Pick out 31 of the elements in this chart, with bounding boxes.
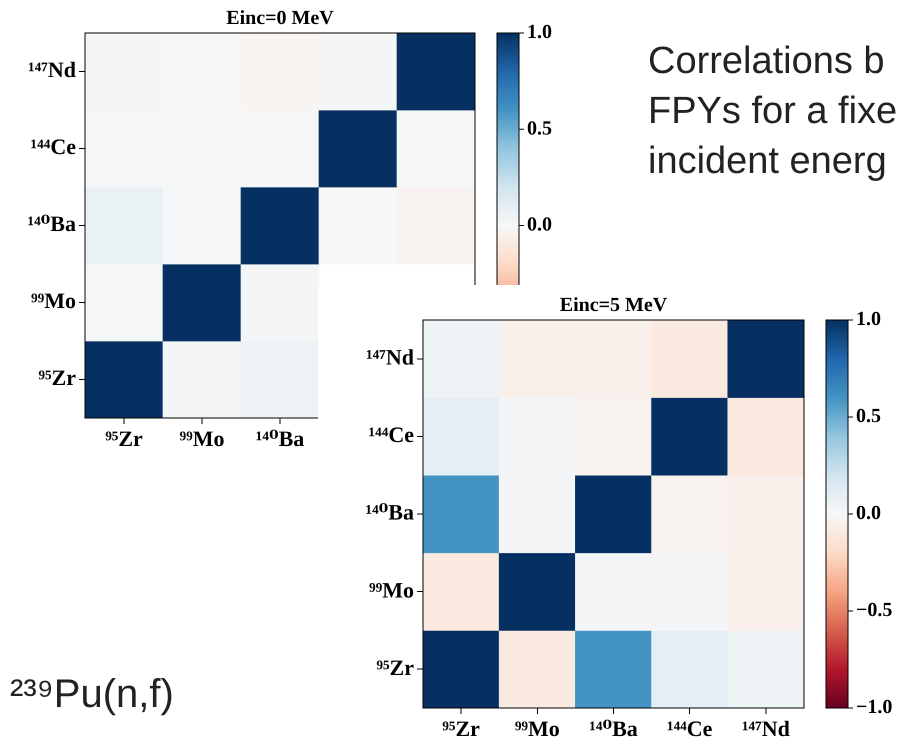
- y-tick-label: ⁹⁵Zr: [38, 365, 76, 390]
- y-tick-label: ¹⁴⁷Nd: [28, 57, 76, 82]
- x-tick-label: ¹⁴⁷Nd: [742, 716, 790, 741]
- x-tick-label: ⁹⁵Zr: [105, 426, 144, 451]
- y-tick-label: ¹⁴⁰Ba: [365, 500, 414, 525]
- x-tick-label: ⁹⁵Zr: [442, 716, 480, 741]
- y-tick-label: ¹⁴⁴Ce: [30, 134, 76, 160]
- x-tick-label: ¹⁴⁰Ba: [589, 716, 638, 741]
- y-tick-label: ¹⁴⁷Nd: [366, 344, 414, 370]
- x-tick-label: ¹⁴⁴Ce: [666, 716, 713, 741]
- color-bar-label: 1.0: [856, 308, 881, 330]
- color-bar-label: 0.0: [527, 214, 552, 236]
- x-tick-label: ¹⁴⁰Ba: [256, 426, 304, 451]
- y-tick-label: ⁹⁵Zr: [376, 654, 414, 680]
- color-bar-label: 0.5: [856, 405, 881, 428]
- color-bar-label: 0.5: [527, 117, 552, 140]
- y-tick-label: ⁹⁹Mo: [369, 577, 414, 602]
- y-tick-label: ⁹⁹Mo: [31, 288, 76, 314]
- chart-title: Einc=0 MeV: [226, 7, 334, 30]
- color-bar-label: 0.0: [856, 502, 881, 524]
- x-tick-label: ⁹⁹Mo: [514, 716, 560, 741]
- text: FPYs for a fixe: [648, 90, 898, 133]
- text: Correlations b: [648, 40, 885, 83]
- color-bar-label: −1.0: [856, 696, 892, 718]
- chart-title: Einc=5 MeV: [560, 294, 668, 316]
- color-bar-label: 1.0: [527, 21, 552, 44]
- x-tick-label: ⁹⁹Mo: [180, 426, 224, 451]
- text: incident energ: [648, 140, 887, 183]
- y-tick-label: ¹⁴⁰Ba: [27, 211, 76, 236]
- color-bar-label: −0.5: [856, 599, 892, 622]
- text: ²³⁹Pu(n,f): [10, 672, 174, 717]
